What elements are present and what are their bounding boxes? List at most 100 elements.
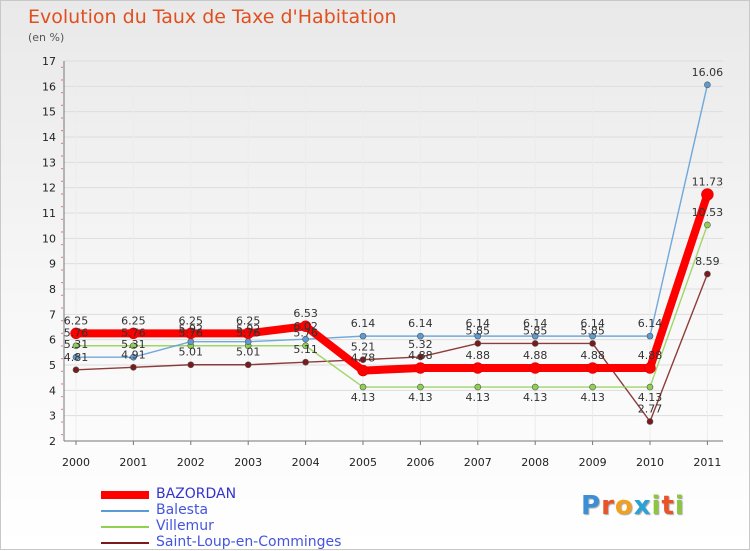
y-tick-label: 14 (42, 131, 56, 144)
data-label: 4.13 (638, 391, 663, 404)
data-label: 4.13 (408, 391, 433, 404)
y-minor-tick (61, 117, 63, 119)
legend-swatch (101, 542, 149, 544)
logo-letter: i (651, 491, 662, 521)
data-point (646, 332, 654, 340)
series-line-villemur (75, 224, 709, 388)
data-point (472, 362, 484, 374)
data-label: 6.14 (351, 317, 376, 330)
y-tick-label: 13 (42, 156, 56, 169)
data-label: 4.78 (351, 352, 376, 365)
series-line-balesta (75, 84, 709, 358)
data-point (531, 332, 539, 340)
y-tick-label: 11 (42, 207, 56, 220)
x-tick-label: 2000 (62, 456, 90, 469)
y-minor-tick (61, 180, 63, 183)
data-label: 6.14 (408, 317, 433, 330)
y-minor-tick (61, 243, 63, 246)
data-label: 4.81 (64, 351, 89, 364)
data-point (586, 362, 599, 374)
data-label: 6.14 (523, 317, 548, 330)
data-point (417, 383, 424, 391)
data-point (644, 362, 656, 374)
data-point (302, 342, 309, 350)
data-label: 5.32 (408, 338, 433, 351)
y-minor-tick (61, 395, 63, 398)
y-minor-tick (61, 205, 63, 208)
data-label: 4.13 (466, 391, 491, 404)
data-label: 6.25 (179, 314, 204, 327)
data-point (589, 383, 596, 391)
data-label: 6.25 (236, 314, 261, 327)
data-point (701, 188, 714, 201)
y-minor-tick (61, 231, 63, 233)
legend-label: Saint-Loup-en-Comminges (156, 534, 342, 550)
y-minor-tick (61, 104, 63, 107)
data-point (589, 332, 596, 340)
data-label: 6.14 (580, 317, 605, 330)
y-minor-tick (61, 142, 63, 145)
data-point (130, 353, 137, 361)
y-minor-tick (61, 167, 63, 170)
y-minor-tick (61, 307, 63, 309)
legend-label: Balesta (156, 502, 209, 518)
x-tick-label: 2010 (636, 456, 664, 469)
y-minor-tick (61, 256, 63, 259)
y-minor-tick (61, 79, 63, 81)
y-minor-tick (61, 294, 63, 297)
data-label: 5.76 (293, 327, 318, 340)
data-point (474, 383, 482, 391)
x-tick-label: 2005 (349, 456, 377, 469)
data-label: 2.77 (638, 402, 663, 415)
x-tick-label: 2009 (579, 456, 607, 469)
data-label: 4.88 (408, 349, 433, 362)
data-label: 4.13 (580, 391, 605, 404)
y-minor-tick (61, 91, 63, 94)
data-label: 6.53 (293, 307, 318, 320)
y-minor-tick (61, 129, 63, 132)
data-label: 5.85 (523, 324, 548, 337)
logo-letter: o (614, 491, 634, 521)
data-label: 4.88 (580, 349, 605, 362)
data-point (474, 340, 482, 347)
data-point (130, 342, 137, 350)
data-label: 5.31 (121, 338, 146, 351)
y-minor-tick (61, 345, 63, 347)
y-minor-tick (61, 319, 63, 322)
data-point (417, 353, 424, 361)
chart-title: Evolution du Taux de Taxe d'Habitation (28, 6, 397, 28)
y-minor-tick (61, 193, 63, 195)
y-tick-label: 5 (49, 359, 56, 372)
data-point (646, 418, 654, 425)
data-label: 5.21 (351, 341, 376, 354)
y-minor-tick (61, 370, 63, 373)
y-tick-label: 3 (49, 410, 56, 423)
y-tick-label: 16 (42, 80, 56, 93)
y-tick-label: 15 (42, 106, 56, 119)
y-tick-label: 4 (49, 384, 56, 397)
legend-swatch (101, 491, 149, 499)
y-tick-label: 2 (49, 435, 56, 448)
legend-swatch (101, 526, 149, 528)
x-tick-label: 2004 (292, 456, 320, 469)
y-tick-label: 12 (42, 182, 56, 195)
x-tick-label: 2011 (693, 456, 721, 469)
y-minor-tick (61, 281, 63, 284)
data-point (187, 361, 195, 369)
logo-letter: t (661, 491, 675, 521)
data-label: 6.14 (466, 317, 491, 330)
data-point (302, 335, 309, 343)
legend-label: Villemur (156, 518, 214, 534)
data-point (414, 362, 427, 374)
data-label: 5.85 (466, 324, 491, 337)
chart-unit-label: (en %) (28, 31, 65, 44)
data-point (359, 332, 367, 340)
data-label: 4.88 (638, 349, 663, 362)
y-minor-tick (61, 383, 63, 385)
x-tick-label: 2002 (177, 456, 205, 469)
data-label: 5.76 (121, 327, 146, 340)
logo-letter: P (581, 491, 602, 521)
data-point (704, 270, 711, 278)
data-point (72, 366, 80, 374)
data-point (357, 364, 369, 377)
